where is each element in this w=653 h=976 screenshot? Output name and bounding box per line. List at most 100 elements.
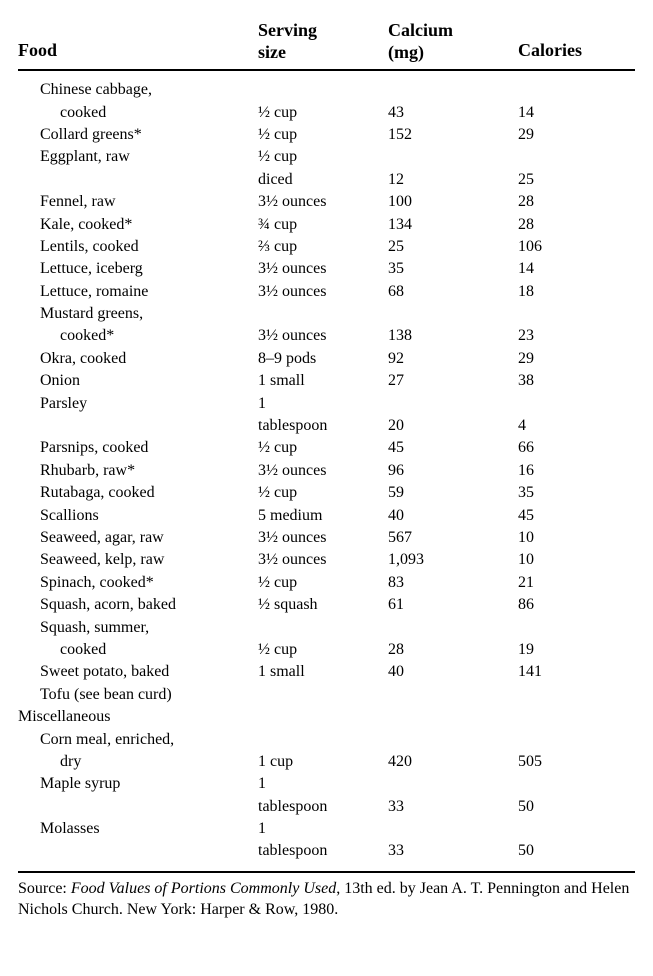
serving-cell: 3½ ounces [258, 527, 388, 549]
serving-cell: ½ cup [258, 437, 388, 459]
calcium-cell [388, 393, 518, 415]
table-row: Rhubarb, raw*3½ ounces9616 [18, 460, 635, 482]
table-row: Maple syrup1 [18, 773, 635, 795]
table-row: Okra, cooked8–9 pods9229 [18, 348, 635, 370]
serving-cell: 3½ ounces [258, 549, 388, 571]
calcium-cell [388, 818, 518, 840]
calories-cell: 38 [518, 370, 628, 392]
calcium-cell [388, 617, 518, 639]
serving-cell: 1 [258, 393, 388, 415]
calories-cell [518, 773, 628, 795]
food-cell-empty [18, 169, 258, 191]
table-row: Lettuce, romaine3½ ounces6818 [18, 281, 635, 303]
table-row: cooked½ cup2819 [18, 639, 635, 661]
food-cell: Eggplant, raw [18, 146, 258, 168]
calories-cell: 50 [518, 840, 628, 862]
header-calcium-line1: Calcium [388, 20, 453, 40]
calories-cell: 45 [518, 505, 628, 527]
table-row: Kale, cooked*¾ cup13428 [18, 214, 635, 236]
calcium-cell: 40 [388, 661, 518, 683]
serving-cell [258, 617, 388, 639]
food-cell: Corn meal, enriched, [18, 729, 258, 751]
serving-cell: ½ cup [258, 102, 388, 124]
calories-cell: 141 [518, 661, 628, 683]
calories-cell [518, 393, 628, 415]
food-cell: Scallions [18, 505, 258, 527]
food-cell: Lettuce, romaine [18, 281, 258, 303]
calories-cell: 28 [518, 191, 628, 213]
calories-cell: 28 [518, 214, 628, 236]
table-row: Parsnips, cooked½ cup4566 [18, 437, 635, 459]
food-cell: Fennel, raw [18, 191, 258, 213]
table-row: Rutabaga, cooked½ cup5935 [18, 482, 635, 504]
table-row: Squash, acorn, baked½ squash6186 [18, 594, 635, 616]
table-row: Chinese cabbage, [18, 79, 635, 101]
serving-cell: ½ squash [258, 594, 388, 616]
calcium-cell: 33 [388, 840, 518, 862]
food-cell: Chinese cabbage, [18, 79, 258, 101]
serving-cell [258, 79, 388, 101]
food-cell: Squash, summer, [18, 617, 258, 639]
calories-cell [518, 729, 628, 751]
calcium-cell: 40 [388, 505, 518, 527]
calories-cell: 23 [518, 325, 628, 347]
food-cell-continuation: cooked* [18, 325, 258, 347]
calories-cell [518, 617, 628, 639]
calcium-cell: 20 [388, 415, 518, 437]
calories-cell: 50 [518, 796, 628, 818]
food-cell: Tofu (see bean curd) [18, 684, 258, 706]
table-row: Spinach, cooked*½ cup8321 [18, 572, 635, 594]
header-calcium: Calcium (mg) [388, 20, 518, 63]
table-row: Tofu (see bean curd) [18, 684, 635, 706]
calcium-cell: 35 [388, 258, 518, 280]
table-row: Squash, summer, [18, 617, 635, 639]
calories-cell: 18 [518, 281, 628, 303]
serving-cell: ½ cup [258, 146, 388, 168]
food-cell: Collard greens* [18, 124, 258, 146]
table-row: tablespoon3350 [18, 840, 635, 862]
calcium-cell: 420 [388, 751, 518, 773]
food-cell: Parsnips, cooked [18, 437, 258, 459]
serving-cell: 1 small [258, 661, 388, 683]
calcium-cell: 1,093 [388, 549, 518, 571]
table-row: Corn meal, enriched, [18, 729, 635, 751]
food-cell: Lentils, cooked [18, 236, 258, 258]
food-cell: Kale, cooked* [18, 214, 258, 236]
calcium-cell [388, 773, 518, 795]
calcium-cell: 134 [388, 214, 518, 236]
food-cell: Lettuce, iceberg [18, 258, 258, 280]
food-cell-continuation: dry [18, 751, 258, 773]
calories-cell: 21 [518, 572, 628, 594]
food-cell: Molasses [18, 818, 258, 840]
header-food: Food [18, 40, 258, 64]
serving-cell: 1 [258, 773, 388, 795]
food-cell: Squash, acorn, baked [18, 594, 258, 616]
food-cell: Spinach, cooked* [18, 572, 258, 594]
calories-cell: 14 [518, 258, 628, 280]
calcium-cell [388, 303, 518, 325]
calcium-cell [388, 79, 518, 101]
table-row: dry1 cup420505 [18, 751, 635, 773]
serving-cell: diced [258, 169, 388, 191]
food-cell: Seaweed, agar, raw [18, 527, 258, 549]
source-prefix: Source: [18, 880, 71, 897]
nutrition-table: Food Serving size Calcium (mg) Calories … [18, 20, 635, 920]
source-citation: Source: Food Values of Portions Commonly… [18, 871, 635, 921]
table-row: Parsley1 [18, 393, 635, 415]
serving-cell: 3½ ounces [258, 191, 388, 213]
food-cell-continuation: cooked [18, 639, 258, 661]
serving-cell: 1 cup [258, 751, 388, 773]
table-row: Onion1 small2738 [18, 370, 635, 392]
serving-cell: 3½ ounces [258, 325, 388, 347]
food-cell: Maple syrup [18, 773, 258, 795]
table-row: cooked*3½ ounces13823 [18, 325, 635, 347]
calories-cell [518, 79, 628, 101]
calcium-cell: 152 [388, 124, 518, 146]
food-cell-empty [18, 796, 258, 818]
calories-cell: 86 [518, 594, 628, 616]
calories-cell [518, 303, 628, 325]
header-calories: Calories [518, 40, 628, 64]
calories-cell [518, 818, 628, 840]
calcium-cell: 83 [388, 572, 518, 594]
calories-cell: 10 [518, 549, 628, 571]
